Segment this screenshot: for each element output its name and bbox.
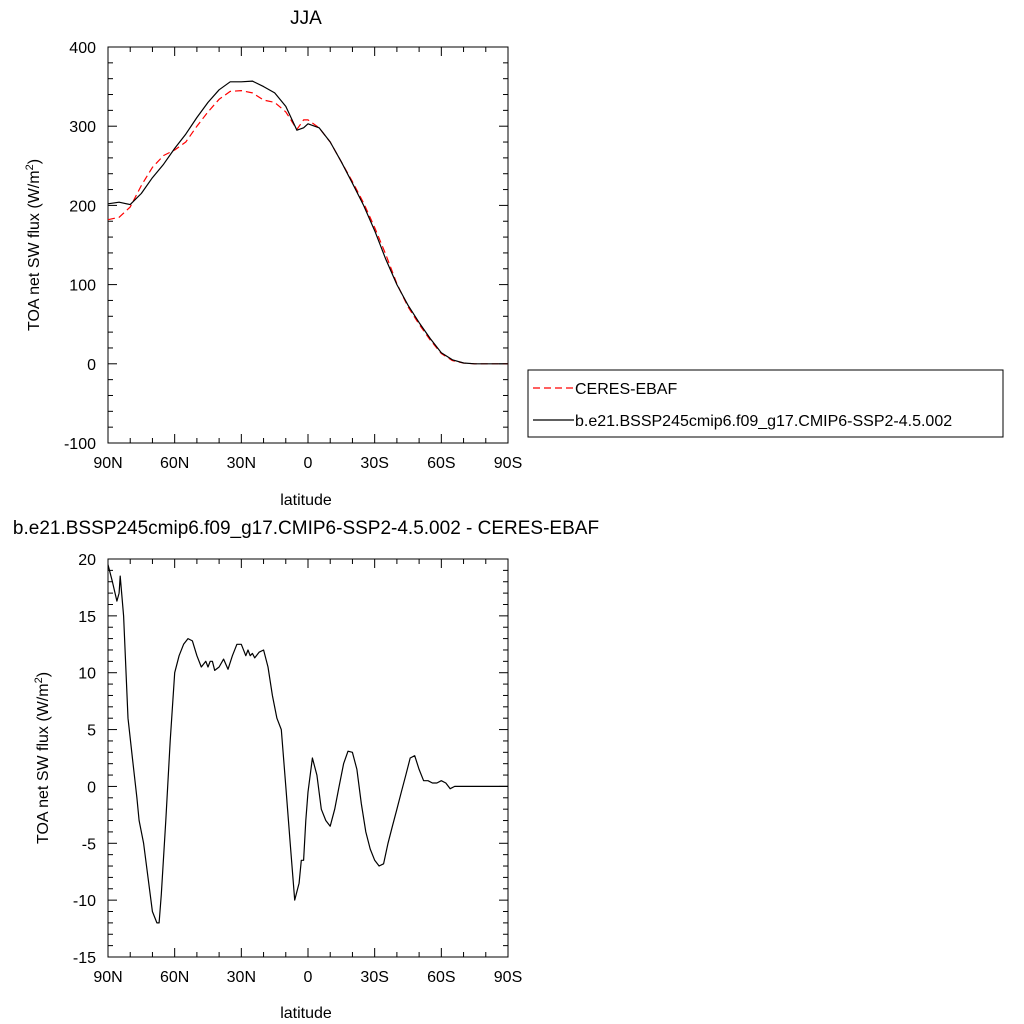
y-tick-label: -15: [73, 950, 96, 967]
y-tick-label: 15: [78, 609, 96, 626]
panel2-y-tick-labels: -15 -10 -5 0 5 10 15 20: [73, 552, 96, 967]
legend-box: [527, 369, 1004, 438]
y-tick-label: 10: [78, 666, 96, 683]
y-tick-label: 0: [87, 357, 96, 374]
y-tick-label: 400: [69, 40, 96, 57]
x-tick-label: 60N: [160, 969, 189, 986]
y-tick-label: -10: [73, 893, 96, 910]
panel-seasonal-flux: JJA 90N 60N 30N 0 30S 60S 90S -100 0 100 200 300 40…: [24, 8, 1004, 509]
x-tick-label: 30N: [227, 455, 256, 472]
panel1-plot-frame: [107, 46, 509, 444]
x-tick-label: 90N: [93, 969, 122, 986]
panel2-series-lines: [107, 564, 508, 924]
panel1-ticks: [107, 46, 509, 444]
y-tick-label: 5: [87, 723, 96, 740]
panel1-series-lines: [107, 80, 508, 365]
x-tick-label: 60S: [427, 969, 455, 986]
panel-difference: b.e21.BSSP245cmip6.f09_g17.CMIP6-SSP2-4.…: [13, 518, 599, 1022]
panel1-x-axis-label: latitude: [280, 492, 332, 509]
x-tick-label: 60S: [427, 455, 455, 472]
panel2-x-tick-labels: 90N 60N 30N 0 30S 60S 90S: [93, 969, 522, 986]
y-tick-label: 20: [78, 552, 96, 569]
panel1-x-tick-labels: 90N 60N 30N 0 30S 60S 90S: [93, 455, 522, 472]
panel2-title: b.e21.BSSP245cmip6.f09_g17.CMIP6-SSP2-4.…: [13, 518, 599, 539]
x-tick-label: 0: [304, 455, 313, 472]
x-tick-label: 90S: [494, 455, 522, 472]
y-tick-label: 200: [69, 198, 96, 215]
series-line-1: [107, 89, 508, 365]
y-tick-label: 100: [69, 278, 96, 295]
x-tick-label: 90S: [494, 969, 522, 986]
y-tick-label: -100: [64, 436, 96, 453]
y-tick-label: -5: [82, 836, 96, 853]
legend: CERES-EBAF b.e21.BSSP245cmip6.f09_g17.CM…: [527, 369, 1004, 438]
series-line-2: [107, 80, 508, 365]
panel2-ticks: [107, 558, 509, 958]
panel2-plot-frame: [107, 558, 509, 958]
y-tick-label: 300: [69, 119, 96, 136]
x-tick-label: 90N: [93, 455, 122, 472]
y-tick-label: 0: [87, 779, 96, 796]
x-tick-label: 30N: [227, 969, 256, 986]
panel1-y-tick-labels: -100 0 100 200 300 400: [64, 40, 96, 453]
panel2-y-axis-label: TOA net SW flux (W/m2): [33, 672, 52, 844]
panel2-x-axis-label: latitude: [280, 1005, 332, 1022]
series-line-1: [107, 564, 508, 924]
legend-label-model: b.e21.BSSP245cmip6.f09_g17.CMIP6-SSP2-4.…: [575, 413, 952, 430]
x-tick-label: 0: [304, 969, 313, 986]
panel1-y-axis-label: TOA net SW flux (W/m2): [24, 159, 43, 331]
x-tick-label: 60N: [160, 455, 189, 472]
x-tick-label: 30S: [360, 969, 388, 986]
legend-label-ceres: CERES-EBAF: [575, 381, 677, 398]
panel1-title: JJA: [290, 8, 322, 29]
x-tick-label: 30S: [360, 455, 388, 472]
